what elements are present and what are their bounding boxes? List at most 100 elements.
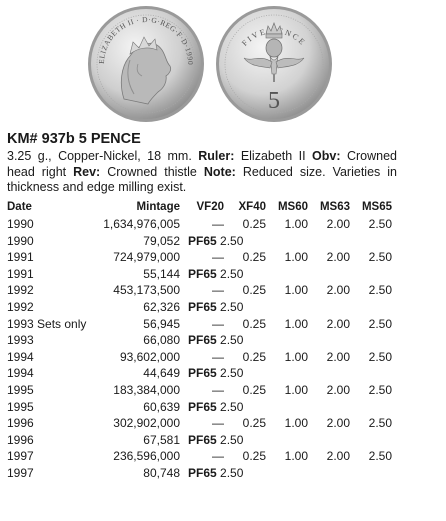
proof-grade-label: PF65 — [188, 266, 217, 281]
cell-ms60: 1.00 — [284, 383, 308, 397]
table-row: 1994 93,602,000 — 0.25 1.00 2.00 2.50 — [0, 350, 446, 366]
cell-ms60: 1.00 — [284, 217, 308, 231]
proof-grade-value: 2.50 — [220, 333, 244, 348]
cell-ms65: 2.50 — [368, 283, 392, 298]
cell-ms60: 1.00 — [284, 416, 308, 431]
reverse-value: Crowned thistle — [107, 164, 197, 179]
specs-text: 3.25 g., Copper-Nickel, 18 mm. — [7, 149, 192, 163]
cell-ms63: 2.00 — [326, 449, 350, 464]
cell-date: 1993 — [7, 333, 34, 348]
cell-vf20: — — [212, 349, 224, 364]
cell-date: 1990 — [7, 233, 34, 248]
proof-grade-value: 2.50 — [220, 266, 244, 281]
table-row: 1996 302,902,000 — 0.25 1.00 2.00 2.50 — [0, 416, 446, 432]
header-ms60: MS60 — [277, 201, 308, 213]
proof-grade-value: 2.50 — [220, 366, 244, 381]
cell-ms65: 2.50 — [368, 217, 392, 231]
header-vf20: VF20 — [196, 201, 225, 213]
coin-images: ELIZABETH II · D·G·REG·F·D·1990 FIVE PEN… — [0, 0, 446, 128]
cell-mintage: 62,326 — [143, 300, 180, 314]
cell-date: 1996 — [7, 432, 34, 447]
proof-grade-label: PF65 — [188, 333, 217, 348]
proof-grade-label: PF65 — [188, 366, 217, 381]
cell-mintage: 66,080 — [143, 333, 180, 348]
cell-mintage: 79,052 — [143, 233, 180, 248]
cell-date: 1995 — [7, 399, 34, 414]
cell-ms60: 1.00 — [284, 449, 308, 464]
cell-proof-price: PF65 2.50 — [188, 433, 243, 447]
obverse-value: Crowned head right — [7, 149, 397, 179]
cell-date: 1997 — [7, 449, 34, 464]
table-row: 1994 44,649 PF65 2.50 — [0, 366, 446, 382]
cell-mintage: 55,144 — [143, 266, 180, 281]
cell-ms65: 2.50 — [368, 349, 392, 364]
cell-ms65: 2.50 — [368, 383, 392, 397]
proof-grade-value: 2.50 — [220, 300, 244, 314]
cell-mintage: 1,634,976,005 — [103, 217, 180, 231]
cell-date: 1996 — [7, 416, 34, 431]
cell-date: 1991 — [7, 266, 34, 281]
cell-vf20: — — [212, 316, 224, 331]
table-row: 1995 60,639 PF65 2.50 — [0, 400, 446, 416]
cell-ms63: 2.00 — [326, 217, 350, 231]
cell-date: 1994 — [7, 366, 34, 381]
cell-ms63: 2.00 — [326, 416, 350, 431]
proof-grade-label: PF65 — [188, 233, 217, 248]
cell-date: 1992 — [7, 283, 34, 298]
cell-date: 1991 — [7, 250, 34, 265]
cell-ms63: 2.00 — [326, 316, 350, 331]
cell-date: 1995 — [7, 383, 34, 397]
ruler-label: Ruler: — [198, 149, 235, 163]
table-row: 1991 724,979,000 — 0.25 1.00 2.00 2.50 — [0, 250, 446, 266]
cell-ms60: 1.00 — [284, 283, 308, 298]
cell-vf20: — — [212, 383, 224, 397]
cell-xf40: 0.25 — [242, 316, 266, 331]
cell-ms63: 2.00 — [326, 250, 350, 265]
obverse-label: Obv: — [312, 149, 341, 163]
header-ms63: MS63 — [319, 201, 350, 213]
table-row: 1991 55,144 PF65 2.50 — [0, 267, 446, 283]
cell-mintage: 80,748 — [143, 466, 180, 480]
cell-ms63: 2.00 — [326, 383, 350, 397]
cell-xf40: 0.25 — [242, 250, 266, 265]
cell-xf40: 0.25 — [242, 416, 266, 431]
cell-date: 1992 — [7, 300, 34, 314]
proof-grade-label: PF65 — [188, 466, 217, 480]
cell-ms65: 2.50 — [368, 250, 392, 265]
cell-xf40: 0.25 — [242, 349, 266, 364]
table-row: 1997 236,596,000 — 0.25 1.00 2.00 2.50 — [0, 449, 446, 465]
cell-ms65: 2.50 — [368, 416, 392, 431]
cell-mintage: 453,173,500 — [113, 283, 180, 298]
table-row: 1993 66,080 PF65 2.50 — [0, 333, 446, 349]
proof-grade-value: 2.50 — [220, 466, 244, 480]
cell-vf20: — — [212, 449, 224, 464]
cell-date: 1993 Sets only — [7, 316, 87, 331]
table-row: 1997 80,748 PF65 2.50 — [0, 466, 446, 482]
cell-proof-price: PF65 2.50 — [188, 234, 243, 248]
cell-xf40: 0.25 — [242, 283, 266, 298]
header-ms65: MS65 — [361, 201, 392, 213]
proof-grade-label: PF65 — [188, 300, 217, 314]
cell-mintage: 56,945 — [143, 316, 180, 331]
cell-date: 1990 — [7, 217, 34, 231]
cell-ms65: 2.50 — [368, 316, 392, 331]
reverse-label: Rev: — [73, 164, 101, 179]
cell-ms60: 1.00 — [284, 316, 308, 331]
table-row: 1996 67,581 PF65 2.50 — [0, 433, 446, 449]
cell-proof-price: PF65 2.50 — [188, 267, 243, 281]
cell-mintage: 724,979,000 — [113, 250, 180, 265]
cell-proof-price: PF65 2.50 — [188, 466, 243, 480]
cell-vf20: — — [212, 250, 224, 265]
cell-mintage: 183,384,000 — [113, 383, 180, 397]
cell-proof-price: PF65 2.50 — [188, 300, 243, 314]
cell-ms60: 1.00 — [284, 250, 308, 265]
cell-mintage: 93,602,000 — [119, 349, 180, 364]
cell-mintage: 302,902,000 — [113, 416, 180, 431]
proof-grade-label: PF65 — [188, 432, 217, 447]
cell-ms60: 1.00 — [284, 349, 308, 364]
cell-proof-price: PF65 2.50 — [188, 400, 243, 414]
proof-grade-value: 2.50 — [220, 399, 244, 414]
proof-grade-value: 2.50 — [220, 233, 244, 248]
cell-xf40: 0.25 — [242, 383, 266, 397]
header-xf40: XF40 — [238, 201, 267, 213]
